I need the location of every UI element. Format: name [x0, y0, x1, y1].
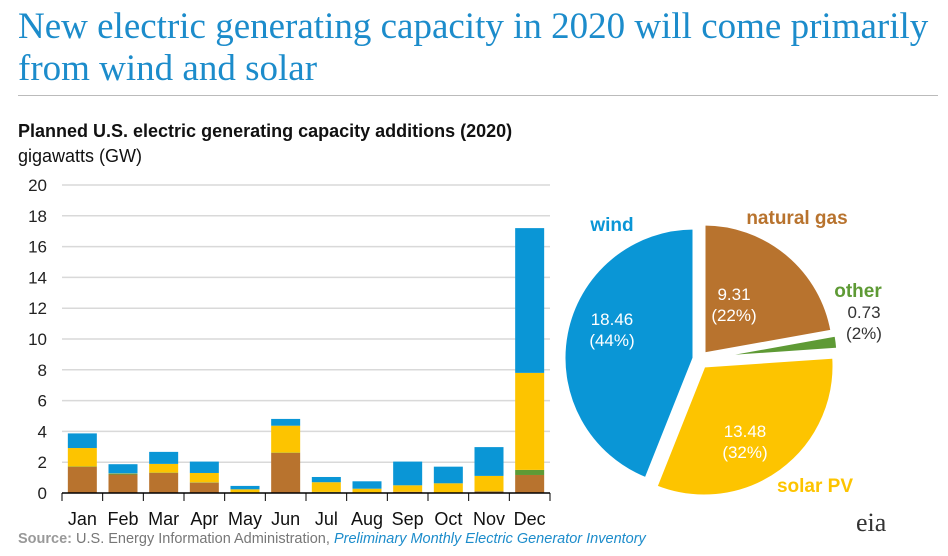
x-tick-label: Feb [107, 509, 138, 529]
bar-segment-natural-gas [189, 482, 219, 493]
y-tick-label: 10 [28, 330, 47, 349]
pie-category-label: natural gas [746, 208, 847, 229]
bar-segment-wind [311, 476, 341, 483]
pie-value-label: 18.46 [591, 310, 634, 329]
y-tick-label: 16 [28, 238, 47, 257]
bar-segment-solar-PV [393, 485, 423, 492]
bar-segment-solar-PV [433, 483, 463, 493]
pie-slice-wind [562, 226, 696, 481]
bar-segment-wind [515, 228, 545, 373]
bar-segment-natural-gas [271, 452, 301, 493]
pie-category-label: wind [589, 215, 633, 236]
x-tick-label: Jan [68, 509, 97, 529]
y-tick-label: 4 [38, 422, 47, 441]
x-tick-label: Dec [514, 509, 546, 529]
pie-category-label: other [834, 281, 882, 302]
bar-segment-wind [393, 461, 423, 486]
y-tick-label: 14 [28, 268, 47, 287]
bar-segment-wind [108, 464, 138, 474]
pie-value-label: 0.73 [847, 303, 880, 322]
bar-segment-wind [271, 418, 301, 426]
chart-title: Planned U.S. electric generating capacit… [18, 121, 513, 141]
bar-segment-wind [67, 433, 97, 449]
y-axis-label: gigawatts (GW) [18, 146, 143, 166]
source-text: U.S. Energy Information Administration, [76, 531, 330, 547]
bar-segment-wind [149, 451, 179, 464]
bar-segment-natural-gas [67, 466, 97, 493]
pie-percent-label: (44%) [589, 331, 634, 350]
headline: New electric generating capacity in 2020… [18, 6, 929, 89]
x-tick-label: Sep [392, 509, 424, 529]
source-link[interactable]: Preliminary Monthly Electric Generator I… [333, 531, 646, 547]
bar-segment-solar-PV [149, 463, 179, 473]
x-tick-label: Aug [351, 509, 383, 529]
bar-segment-natural-gas [108, 474, 138, 493]
y-tick-label: 8 [38, 361, 47, 380]
divider [18, 95, 938, 96]
pie-slice-natural-gas [702, 222, 834, 356]
y-tick-label: 2 [38, 453, 47, 472]
bar-segment-natural-gas [515, 474, 545, 493]
pie-value-label: 13.48 [724, 422, 767, 441]
x-tick-label: Apr [190, 509, 218, 529]
y-tick-label: 6 [38, 392, 47, 411]
y-tick-label: 0 [38, 484, 47, 503]
bar-segment-wind [474, 447, 504, 476]
bar-segment-solar-PV [230, 489, 260, 493]
pie-percent-label: (32%) [722, 443, 767, 462]
bar-segment-wind [433, 466, 463, 484]
x-tick-label: Jul [315, 509, 338, 529]
bar-segment-wind [352, 481, 382, 489]
y-tick-label: 18 [28, 207, 47, 226]
source-label: Source: [18, 531, 72, 547]
source-note: Source: U.S. Energy Information Administ… [18, 531, 646, 547]
eia-logo: eia [856, 508, 887, 537]
x-tick-label: May [228, 509, 262, 529]
x-tick-label: Mar [148, 509, 179, 529]
bar-segment-solar-PV [271, 425, 301, 453]
x-tick-label: Jun [271, 509, 300, 529]
x-tick-label: Nov [473, 509, 505, 529]
bar-segment-solar-PV [311, 482, 341, 492]
bar-segment-natural-gas [149, 472, 179, 493]
pie-slice-solar-PV [653, 355, 836, 498]
y-tick-label: 12 [28, 299, 47, 318]
bar-segment-solar-PV [515, 372, 545, 470]
pie-percent-label: (22%) [711, 306, 756, 325]
bar-segment-other [108, 473, 138, 475]
pie-value-label: 9.31 [717, 285, 750, 304]
bar-segment-solar-PV [474, 475, 504, 492]
bar-segment-solar-PV [189, 472, 219, 483]
bar-segment-natural-gas [474, 491, 504, 493]
pie-category-label: solar PV [777, 476, 853, 497]
y-tick-label: 20 [28, 176, 47, 195]
x-tick-label: Oct [434, 509, 462, 529]
bar-segment-other [515, 469, 545, 475]
bar-segment-wind [189, 461, 219, 473]
bar-segment-solar-PV [352, 488, 382, 493]
bar-segment-wind [230, 485, 260, 490]
bar-segment-solar-PV [67, 448, 97, 467]
pie-percent-label: (2%) [846, 324, 882, 343]
pie-slice-other [707, 333, 840, 360]
